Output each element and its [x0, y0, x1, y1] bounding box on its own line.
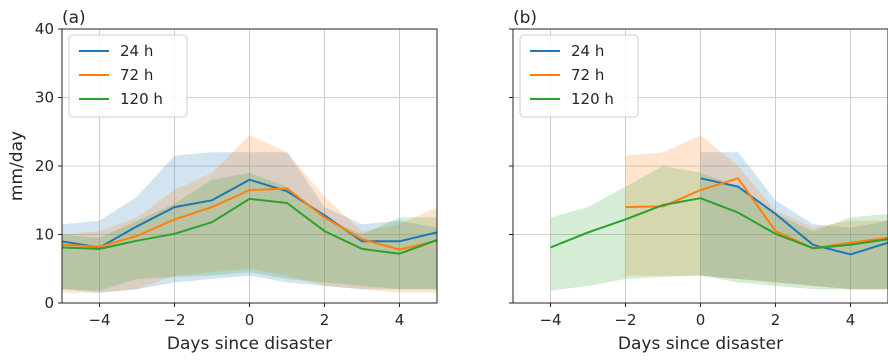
- panel-b: −4 −2 0 2 4 Days since disaster (b) 24 h 72 h 120…: [509, 8, 888, 354]
- panel-label: (b): [513, 8, 537, 28]
- x-tick-label: 4: [846, 311, 856, 329]
- y-tick-label: 20: [35, 157, 54, 175]
- x-tick-label: 0: [245, 311, 255, 329]
- x-tick-label: 4: [395, 311, 405, 329]
- x-tick-label: −4: [88, 311, 110, 329]
- x-tick-label: −4: [539, 311, 561, 329]
- plot-area: [551, 135, 888, 291]
- legend-label-2: 120 h: [571, 90, 614, 108]
- x-tick-label: 0: [696, 311, 706, 329]
- x-tick-label: −2: [163, 311, 185, 329]
- x-tick-label: 2: [320, 311, 330, 329]
- y-tick-label: 10: [35, 226, 54, 244]
- legend-label-0: 24 h: [571, 42, 604, 60]
- y-tick-label: 0: [44, 294, 54, 312]
- y-tick-label: 30: [35, 89, 54, 107]
- plot-area: [62, 135, 437, 293]
- legend: 24 h 72 h 120 h: [69, 35, 187, 117]
- legend-label-1: 72 h: [120, 66, 153, 84]
- x-tick-label: 2: [771, 311, 781, 329]
- legend-label-2: 120 h: [120, 90, 163, 108]
- y-tick-label: 40: [35, 20, 54, 38]
- x-axis-label: Days since disaster: [167, 334, 332, 354]
- legend-label-1: 72 h: [571, 66, 604, 84]
- x-tick-label: −2: [614, 311, 636, 329]
- x-axis-label: Days since disaster: [618, 334, 783, 354]
- y-axis-label: mm/day: [7, 131, 27, 201]
- legend: 24 h 72 h 120 h: [520, 35, 638, 117]
- legend-label-0: 24 h: [120, 42, 153, 60]
- panel-label: (a): [62, 8, 86, 28]
